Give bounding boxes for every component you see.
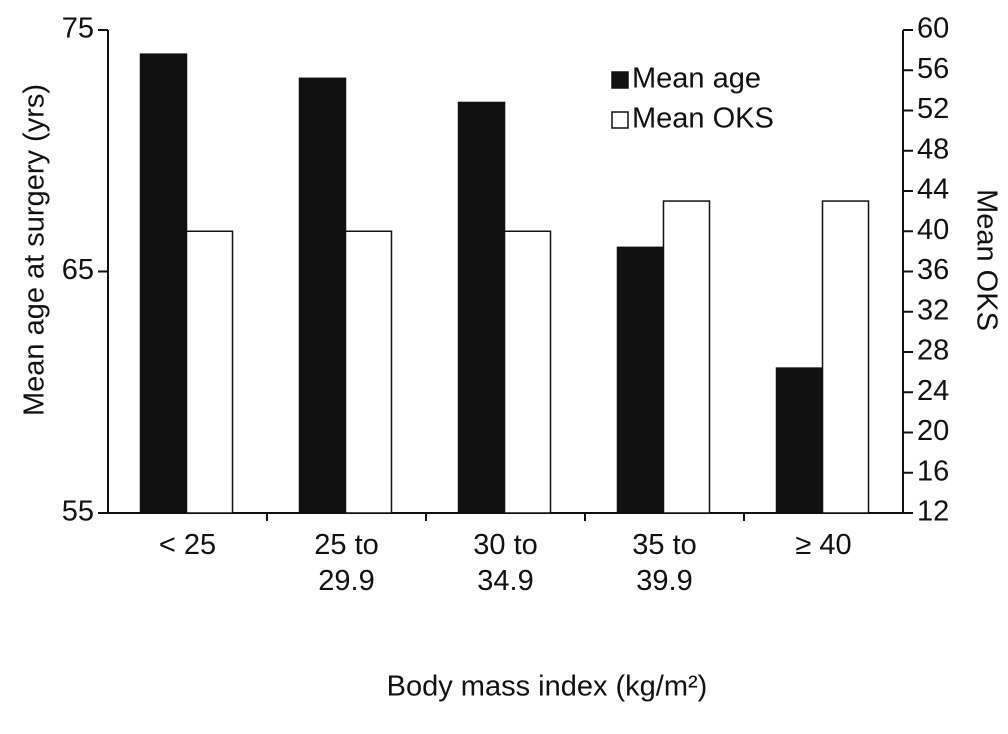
bar	[503, 230, 552, 514]
x-tick-label-line: 25 to	[314, 529, 379, 561]
x-tick-label: ≥ 40	[795, 529, 851, 561]
bar	[185, 230, 234, 514]
y2-tick-label: 48	[917, 133, 949, 165]
y2-tick-label: 52	[917, 93, 949, 125]
y2-tick-label: 28	[917, 335, 949, 367]
bar	[298, 77, 347, 514]
y2-tick-label: 24	[917, 375, 949, 407]
y2-tick-label: 36	[917, 254, 949, 286]
legend-label: Mean age	[632, 63, 761, 95]
x-tick-label-line: 39.9	[636, 565, 692, 597]
x-tick-label: 30 to 34.9	[473, 529, 538, 597]
y2-tick-label: 12	[917, 496, 949, 528]
bar	[662, 200, 711, 514]
y-tick-label: 65	[62, 254, 94, 286]
x-tick-label-line: ≥ 40	[795, 529, 851, 561]
bar	[139, 53, 188, 514]
x-tick-label-line: 29.9	[318, 565, 374, 597]
y2-tick-label: 20	[917, 415, 949, 447]
bar	[457, 101, 506, 514]
x-tick-label-line: 34.9	[477, 565, 533, 597]
x-tick-label-line: 30 to	[473, 529, 538, 561]
x-tick-label: 35 to 39.9	[632, 529, 697, 597]
bar	[821, 200, 870, 514]
legend-swatch	[611, 111, 629, 129]
x-tick-label: 25 to 29.9	[314, 529, 379, 597]
y-tick-label: 75	[62, 13, 94, 45]
x-tick-label: < 25	[159, 529, 216, 561]
y2-tick-label: 32	[917, 294, 949, 326]
x-tick-label-line: < 25	[159, 529, 216, 561]
y2-tick-label: 16	[917, 455, 949, 487]
bar	[775, 367, 824, 514]
y-axis-title: Mean age at surgery (yrs)	[19, 84, 51, 416]
bar	[344, 230, 393, 514]
y2-tick-label: 40	[917, 214, 949, 246]
x-axis-title: Body mass index (kg/m²)	[387, 671, 708, 703]
bar	[616, 246, 665, 514]
y2-tick-label: 60	[917, 13, 949, 45]
y2-tick-label: 56	[917, 53, 949, 85]
y-tick-label: 55	[62, 496, 94, 528]
legend-swatch	[611, 71, 629, 89]
x-tick-label-line: 35 to	[632, 529, 697, 561]
legend-label: Mean OKS	[632, 103, 774, 135]
y2-tick-label: 44	[917, 174, 949, 206]
y2-axis-title: Mean OKS	[970, 189, 1002, 331]
